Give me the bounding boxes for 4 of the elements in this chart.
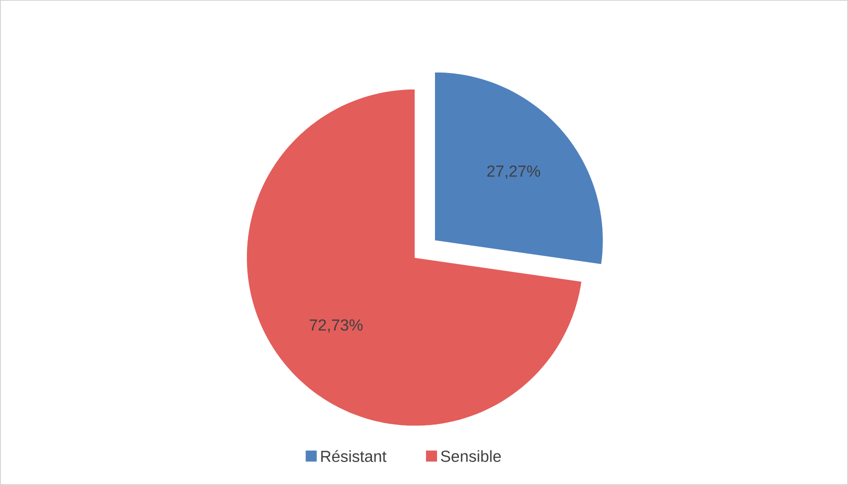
data-label: 27,27%: [487, 165, 540, 179]
legend-label: Résistant: [321, 450, 386, 462]
legend-label: Sensible: [440, 450, 501, 462]
data-label: 72,73%: [310, 319, 363, 333]
